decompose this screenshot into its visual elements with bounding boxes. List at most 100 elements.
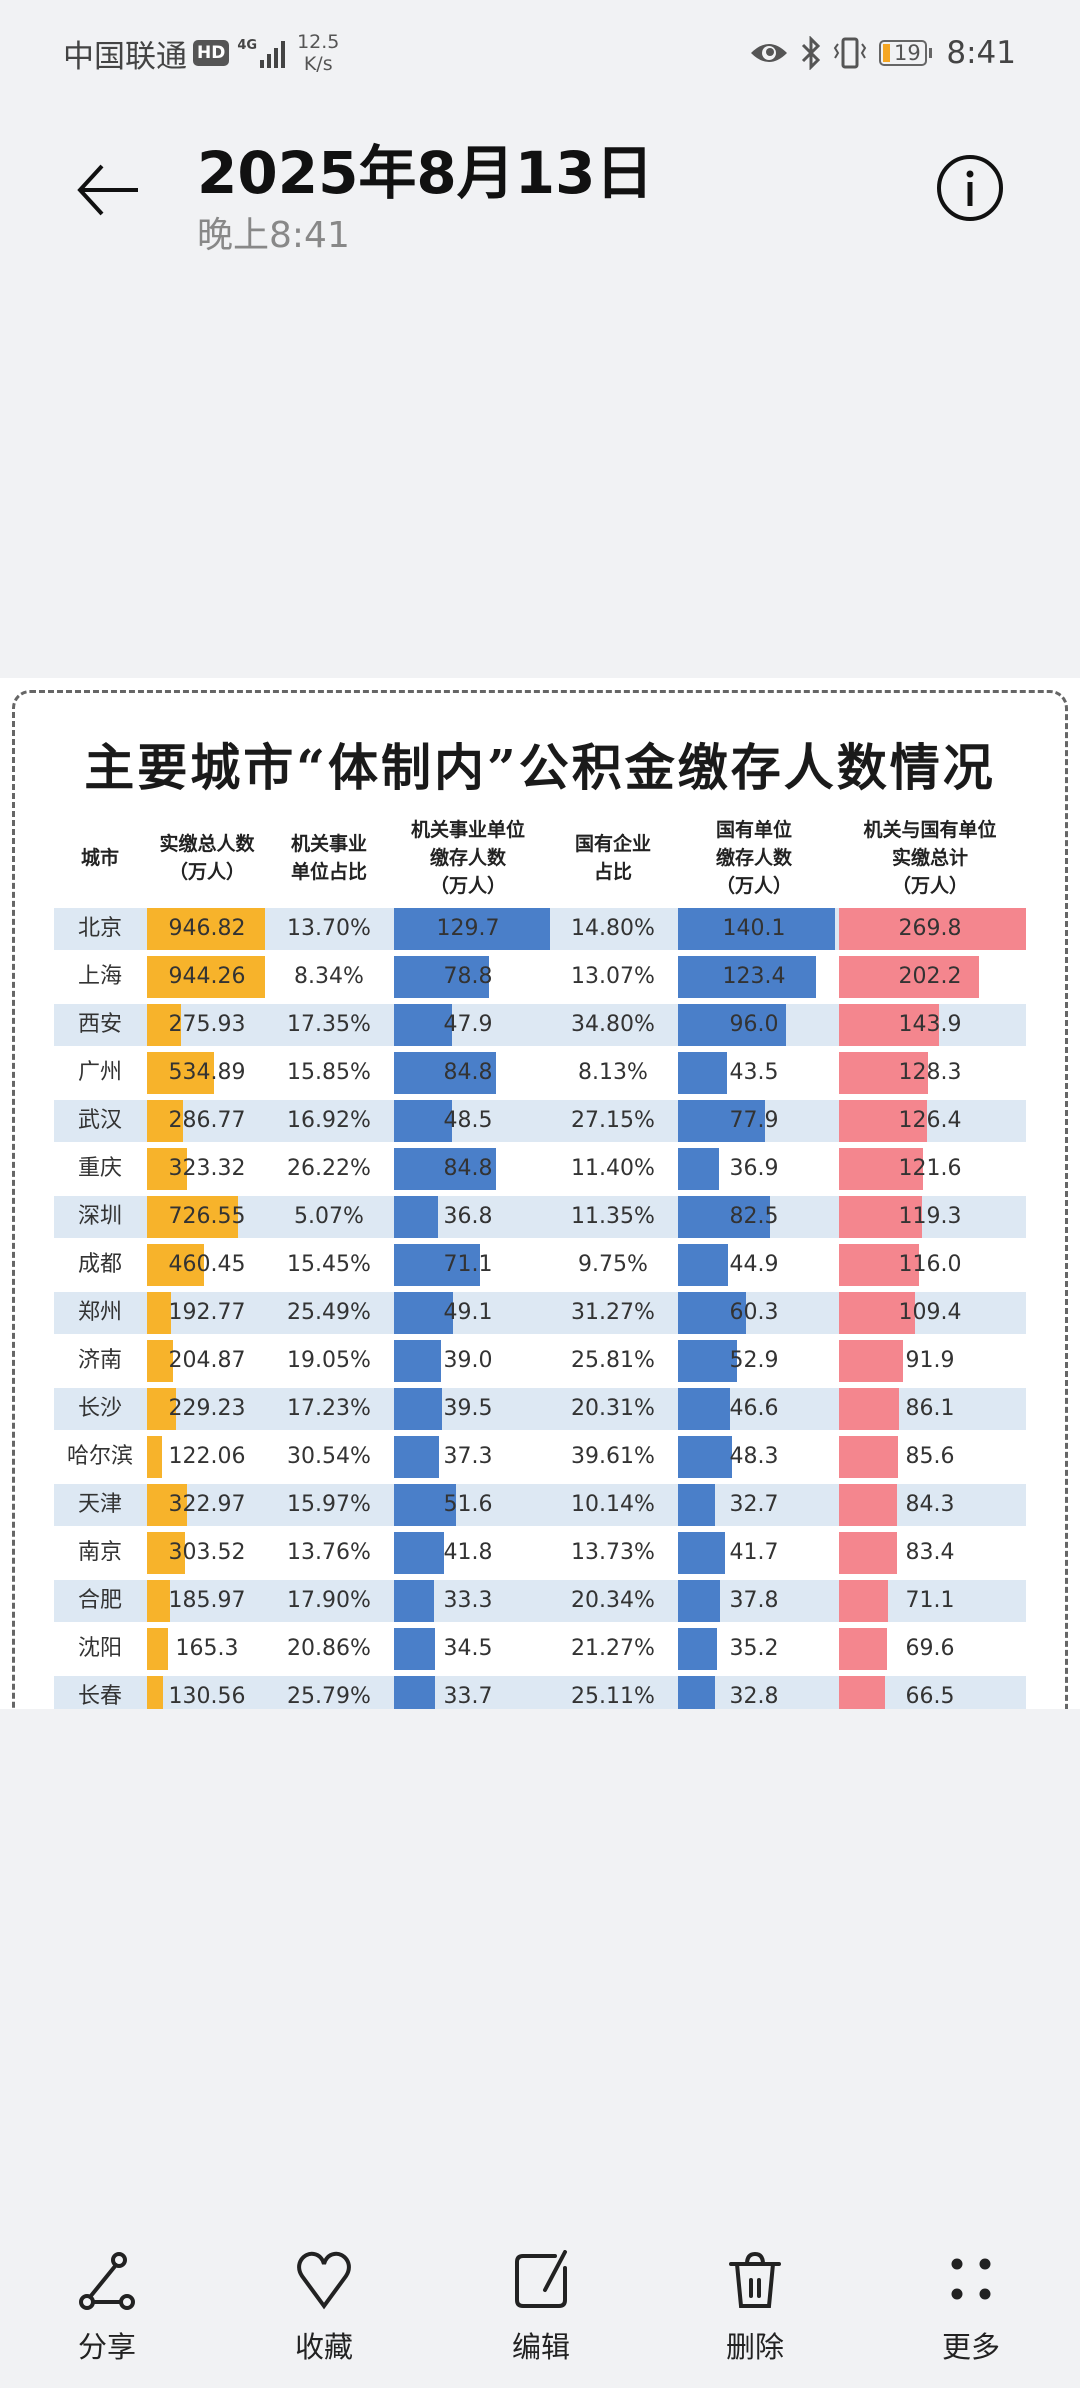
column-header: 实缴总人数 （万人）: [159, 830, 254, 886]
city-name: 上海: [77, 964, 123, 989]
value-bar: [394, 1628, 436, 1670]
value-bar: [147, 1244, 205, 1286]
share-icon: [79, 2252, 135, 2310]
value-bar: [839, 1628, 888, 1670]
column-header-line: 实缴总人数: [159, 833, 255, 855]
value-bar: [839, 1196, 922, 1238]
value-bar: [394, 908, 550, 950]
value-bar: [839, 1052, 928, 1094]
table-row: 广州 534.89 15.85% 84.8 8.13% 43.5 128.3: [54, 1052, 1026, 1094]
value-bar: [147, 1196, 238, 1238]
table-cell: 119.3: [898, 1204, 962, 1229]
column-header-line: 城市: [80, 847, 120, 869]
table-cell: 66.5: [905, 1684, 955, 1709]
table-cell: 37.8: [729, 1588, 779, 1613]
value-bar: [147, 1052, 214, 1094]
toolbar-trash-button[interactable]: 删除: [685, 2250, 825, 2366]
clock: 8:41: [946, 35, 1016, 71]
table-cell: 17.23%: [287, 1396, 371, 1421]
toolbar-more-button[interactable]: 更多: [901, 2250, 1041, 2366]
city-name: 沈阳: [77, 1636, 123, 1661]
vibrate-icon: [834, 37, 867, 69]
table-cell: 8.34%: [294, 964, 364, 989]
table-row: 重庆 323.32 26.22% 84.8 11.40% 36.9 121.6: [54, 1148, 1026, 1190]
table-cell: 27.15%: [571, 1108, 655, 1133]
table-cell: 13.76%: [287, 1540, 371, 1565]
table-cell: 460.45: [168, 1252, 246, 1277]
table-cell: 8.13%: [578, 1060, 648, 1085]
city-name: 南京: [77, 1540, 123, 1565]
table-cell: 109.4: [898, 1300, 962, 1325]
value-bar: [147, 1100, 183, 1142]
city-name: 深圳: [77, 1204, 123, 1229]
table-cell: 275.93: [168, 1012, 246, 1037]
table-cell: 20.31%: [571, 1396, 655, 1421]
value-bar: [394, 1100, 453, 1142]
table-row: 南京 303.52 13.76% 41.8 13.73% 41.7 83.4: [54, 1532, 1026, 1574]
value-bar: [839, 1388, 899, 1430]
table-row: 北京 946.82 13.70% 129.7 14.80% 140.1 269.8: [54, 908, 1026, 950]
table-cell: 322.97: [168, 1492, 246, 1517]
table-cell: 17.90%: [287, 1588, 371, 1613]
city-name: 重庆: [77, 1156, 123, 1181]
city-name: 西安: [77, 1012, 123, 1037]
table-cell: 122.06: [168, 1444, 246, 1469]
edit-icon: [515, 2250, 567, 2308]
column-header-line: 单位占比: [290, 861, 368, 883]
table-cell: 39.61%: [571, 1444, 655, 1469]
status-bar-left: 中国联通 HD 4G 12.5 K/s: [63, 30, 339, 76]
table-row: 哈尔滨 122.06 30.54% 37.3 39.61% 48.3 85.6: [54, 1436, 1026, 1478]
value-bar: [394, 1292, 454, 1334]
photo-view[interactable]: 主要城市“体制内”公积金缴存人数情况 城市 实缴总人数 （万人） 机关事业 单位占比 机关…: [0, 678, 1080, 1709]
info-button[interactable]: [936, 154, 1004, 226]
city-name: 广州: [77, 1060, 123, 1085]
speed-unit: K/s: [303, 53, 333, 75]
table-cell: 32.8: [729, 1684, 779, 1709]
table-row: 深圳 726.55 5.07% 36.8 11.35% 82.5 119.3: [54, 1196, 1026, 1238]
value-bar: [394, 1580, 435, 1622]
value-bar: [147, 1676, 164, 1709]
value-bar: [678, 908, 835, 950]
table-cell: 165.3: [175, 1636, 239, 1661]
toolbar-label: 收藏: [294, 2330, 353, 2364]
table-cell: 946.82: [168, 916, 246, 941]
table-cell: 123.4: [722, 964, 786, 989]
back-button[interactable]: [72, 160, 142, 224]
value-bar: [147, 1148, 188, 1190]
table-cell: 37.3: [443, 1444, 493, 1469]
table-cell: 9.75%: [578, 1252, 648, 1277]
table-row: 上海 944.26 8.34% 78.8 13.07% 123.4 202.2: [54, 956, 1026, 998]
table-cell: 15.97%: [287, 1492, 371, 1517]
table-cell: 130.56: [168, 1684, 246, 1709]
toolbar-share-button[interactable]: 分享: [37, 2250, 177, 2366]
value-bar: [147, 1580, 171, 1622]
value-bar: [394, 1532, 445, 1574]
image-title: 主要城市“体制内”公积金缴存人数情况: [84, 738, 996, 797]
table-cell: 128.3: [898, 1060, 962, 1085]
toolbar-heart-button[interactable]: 收藏: [254, 2250, 394, 2366]
table-cell: 140.1: [722, 916, 786, 941]
toolbar-label: 更多: [941, 2330, 1000, 2364]
value-bar: [839, 1292, 915, 1334]
table-cell: 25.79%: [287, 1684, 371, 1709]
table-row: 长春 130.56 25.79% 33.7 25.11% 32.8 66.5: [54, 1676, 1026, 1709]
table-cell: 13.70%: [287, 916, 371, 941]
table-cell: 84.8: [443, 1156, 493, 1181]
value-bar: [678, 1052, 727, 1094]
hd-badge: HD: [193, 40, 230, 66]
value-bar: [678, 1196, 771, 1238]
table-row: 长沙 229.23 17.23% 39.5 20.31% 46.6 86.1: [54, 1388, 1026, 1430]
table-cell: 20.86%: [287, 1636, 371, 1661]
table-row: 郑州 192.77 25.49% 49.1 31.27% 60.3 109.4: [54, 1292, 1026, 1334]
value-bar: [839, 1244, 920, 1286]
value-bar: [394, 1388, 442, 1430]
city-name: 长春: [77, 1684, 123, 1709]
eye-icon: [751, 44, 788, 62]
toolbar-edit-button[interactable]: 编辑: [471, 2250, 611, 2366]
value-bar: [147, 1340, 173, 1382]
value-bar: [147, 1436, 163, 1478]
value-bar: [678, 1100, 766, 1142]
table-cell: 204.87: [168, 1348, 246, 1373]
value-bar: [394, 1196, 439, 1238]
table-cell: 49.1: [443, 1300, 493, 1325]
